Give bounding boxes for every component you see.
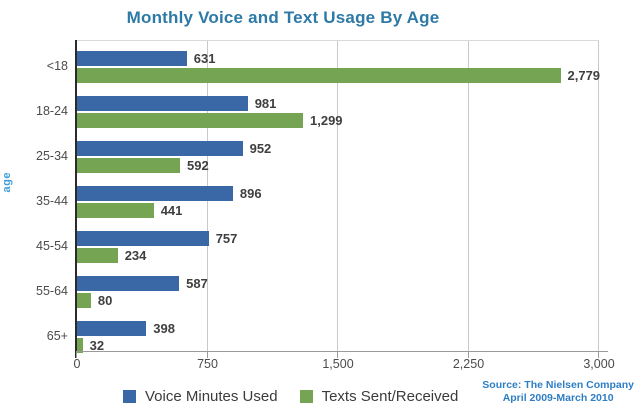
chart-title: Monthly Voice and Text Usage By Age — [126, 8, 440, 27]
source-line-1: Source: The Nielsen Company — [482, 379, 634, 391]
bar-value-label: 952 — [249, 141, 272, 156]
gridline — [598, 41, 599, 353]
bar-value-label: 631 — [193, 51, 216, 66]
age-category-label: 55-64 — [36, 284, 68, 298]
age-category-label: 45-54 — [36, 239, 68, 253]
bar-value-label: 587 — [186, 276, 208, 291]
x-tick-label: 1,500 — [322, 357, 354, 371]
voice-legend-swatch-icon — [123, 390, 136, 403]
x-axis-line — [75, 351, 608, 352]
bar-value-label: 1,299 — [310, 113, 343, 128]
texts-bar-25-34 — [77, 158, 180, 173]
x-tick-mark — [598, 351, 599, 358]
voice-bar-55-64 — [77, 276, 180, 291]
voice-bar-45-54 — [77, 231, 209, 246]
texts-bar-55-64 — [77, 293, 91, 308]
age-category-label: 35-44 — [36, 194, 68, 208]
x-tick-label: 2,250 — [452, 357, 485, 371]
plot-area: 631 2,779 981 1,299 952 592 896 441 757 234 587 80 3… — [77, 40, 601, 353]
texts-bar-65+ — [77, 338, 83, 353]
source-line-2: April 2009-March 2010 — [502, 392, 614, 404]
gridline — [467, 41, 469, 353]
gridline — [337, 41, 338, 353]
bar-value-label: 80 — [97, 293, 113, 308]
texts-legend-label: Texts Sent/Received — [321, 388, 459, 405]
x-tick-label: 750 — [197, 357, 218, 371]
bar-value-label: 32 — [89, 338, 105, 353]
legend: Voice Minutes Used Texts Sent/Received — [123, 388, 471, 405]
y-axis-line — [75, 40, 77, 358]
texts-bar-18-24 — [77, 113, 303, 128]
x-tick-label: 3,000 — [583, 357, 615, 371]
voice-bar-<18 — [77, 51, 187, 66]
bar-value-label: 234 — [124, 248, 147, 263]
source-attribution: Source: The Nielsen Company April 2009-M… — [482, 379, 634, 405]
bar-value-label: 757 — [215, 231, 238, 246]
texts-bar-<18 — [77, 68, 561, 83]
bar-value-label: 441 — [160, 203, 183, 218]
bar-value-label: 896 — [239, 186, 262, 201]
x-tick-mark — [467, 351, 469, 358]
voice-bar-25-34 — [77, 141, 243, 156]
age-category-label: 65+ — [46, 329, 68, 343]
voice-bar-18-24 — [77, 96, 248, 111]
x-tick-label: 0 — [73, 357, 81, 371]
voice-bar-65+ — [77, 321, 147, 336]
voice-legend-label: Voice Minutes Used — [145, 388, 278, 405]
voice-bar-35-44 — [77, 186, 233, 201]
x-tick-mark — [337, 351, 338, 358]
texts-legend-swatch-icon — [299, 390, 313, 403]
x-tick-mark — [206, 351, 208, 358]
y-axis-title: age — [1, 172, 13, 193]
x-tick-mark — [76, 351, 77, 358]
bar-value-label: 981 — [254, 96, 277, 111]
age-category-label: 18-24 — [36, 104, 68, 118]
texts-bar-45-54 — [77, 248, 118, 263]
bar-value-label: 2,779 — [567, 68, 601, 83]
bar-value-label: 592 — [187, 158, 209, 173]
age-category-label: <18 — [46, 59, 68, 73]
texts-bar-35-44 — [77, 203, 154, 218]
age-category-label: 25-34 — [36, 149, 68, 163]
bar-value-label: 398 — [153, 321, 175, 336]
